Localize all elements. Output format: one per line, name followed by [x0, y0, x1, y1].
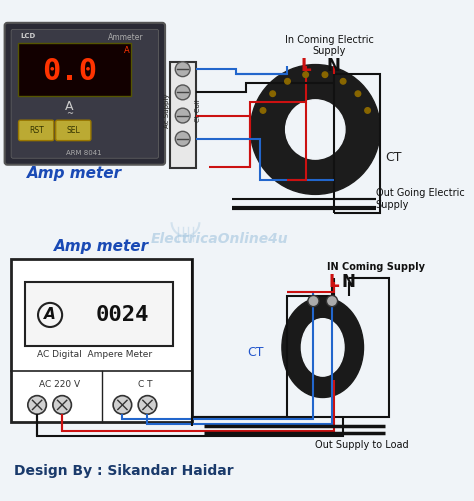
Text: A: A	[124, 46, 130, 55]
Circle shape	[175, 108, 190, 123]
Ellipse shape	[301, 319, 344, 376]
Bar	[11, 260, 192, 422]
Circle shape	[270, 91, 275, 97]
Text: L: L	[328, 274, 339, 292]
Text: AC 220 V: AC 220 V	[39, 380, 80, 389]
Text: N: N	[342, 274, 356, 292]
Text: IN Coming Supply: IN Coming Supply	[327, 262, 425, 272]
Text: 0.0: 0.0	[42, 57, 97, 86]
Text: ARM 8041: ARM 8041	[66, 150, 101, 156]
Text: 0024: 0024	[96, 305, 149, 325]
Text: CT: CT	[248, 346, 264, 359]
Ellipse shape	[282, 297, 364, 397]
Circle shape	[365, 108, 370, 113]
Text: In Coming Electric
Supply: In Coming Electric Supply	[285, 35, 374, 57]
Text: A: A	[44, 308, 56, 323]
Text: RST: RST	[29, 126, 44, 135]
Text: CT: CT	[385, 151, 401, 164]
FancyBboxPatch shape	[55, 120, 91, 141]
Circle shape	[340, 79, 346, 84]
Circle shape	[175, 85, 190, 100]
Circle shape	[53, 396, 72, 414]
Text: Amp meter: Amp meter	[27, 166, 122, 181]
Text: L: L	[301, 58, 311, 76]
Text: AC Digital  Ampere Meter: AC Digital Ampere Meter	[36, 350, 152, 359]
FancyBboxPatch shape	[18, 43, 131, 96]
Text: LCD: LCD	[20, 33, 36, 39]
Circle shape	[113, 396, 132, 414]
Text: C T: C T	[138, 380, 153, 389]
Circle shape	[250, 65, 380, 194]
FancyBboxPatch shape	[11, 30, 159, 158]
Circle shape	[355, 91, 361, 97]
Circle shape	[327, 296, 337, 307]
Text: Out Going Electric
Supply: Out Going Electric Supply	[375, 188, 465, 210]
Text: SEL: SEL	[66, 126, 80, 135]
Circle shape	[303, 72, 309, 78]
Bar	[25, 283, 173, 346]
Circle shape	[285, 79, 290, 84]
Text: Ac Supply: Ac Supply	[164, 94, 170, 128]
Bar	[170, 62, 196, 168]
FancyBboxPatch shape	[5, 23, 165, 165]
Circle shape	[175, 62, 190, 77]
Text: A: A	[65, 100, 74, 113]
Text: Ammeter: Ammeter	[108, 33, 144, 42]
Text: ElectricaOnline4u: ElectricaOnline4u	[151, 232, 289, 246]
Circle shape	[286, 100, 345, 159]
Text: Amp meter: Amp meter	[54, 239, 149, 254]
Text: Out Supply to Load: Out Supply to Load	[315, 440, 409, 450]
Circle shape	[175, 131, 190, 146]
Text: Design By : Sikandar Haidar: Design By : Sikandar Haidar	[14, 464, 234, 478]
Text: Ct Coil: Ct Coil	[195, 100, 201, 122]
Text: N: N	[327, 58, 341, 76]
Circle shape	[138, 396, 157, 414]
Circle shape	[322, 72, 328, 78]
Circle shape	[28, 396, 46, 414]
Circle shape	[308, 296, 319, 307]
Circle shape	[260, 108, 266, 113]
Text: ~: ~	[66, 109, 73, 118]
FancyBboxPatch shape	[18, 120, 54, 141]
